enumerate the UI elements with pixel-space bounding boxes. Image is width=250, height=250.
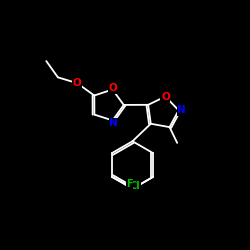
Text: O: O — [73, 78, 82, 88]
Text: N: N — [177, 105, 186, 115]
Text: O: O — [108, 83, 117, 93]
Text: Cl: Cl — [130, 180, 140, 191]
Text: O: O — [161, 92, 170, 102]
Text: N: N — [110, 118, 118, 128]
Text: F: F — [126, 180, 133, 190]
